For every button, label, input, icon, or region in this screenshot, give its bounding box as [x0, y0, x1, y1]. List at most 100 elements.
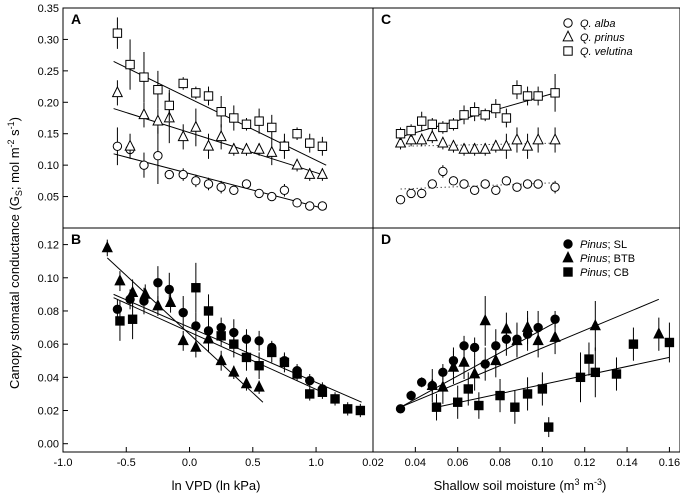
- y-tick-label: 0.06: [38, 339, 59, 351]
- legend-label: Q. prinus: [580, 32, 625, 44]
- data-point: [522, 389, 533, 399]
- data-point: [511, 133, 523, 145]
- data-point: [153, 85, 163, 95]
- data-point: [229, 185, 239, 195]
- data-point: [533, 179, 543, 189]
- legend-label: Q. velutina: [580, 46, 633, 58]
- data-point: [190, 120, 202, 132]
- data-point: [395, 129, 406, 139]
- plotted-data: [101, 17, 675, 438]
- data-point: [416, 133, 428, 145]
- data-point: [203, 179, 214, 189]
- panel-frames: [62, 7, 680, 453]
- data-point: [437, 136, 449, 148]
- data-point: [241, 179, 252, 189]
- data-point: [406, 125, 416, 136]
- data-point: [241, 119, 252, 129]
- y-tick-label: 0.25: [38, 66, 59, 78]
- data-point: [438, 122, 448, 133]
- data-point: [305, 389, 315, 399]
- data-point: [468, 367, 481, 379]
- data-point: [469, 107, 480, 117]
- panel-b: [101, 239, 366, 418]
- data-point: [292, 369, 302, 379]
- tick-labels: 0.35 0.30 0.25 0.20 0.15 0.10 0.05 0.12 0.10 0.08…: [38, 3, 680, 469]
- data-point: [203, 91, 214, 101]
- data-point: [124, 139, 136, 151]
- panel-letters: A C B D: [71, 11, 391, 247]
- data-point: [491, 103, 501, 114]
- data-point: [254, 361, 264, 371]
- data-point: [590, 367, 601, 378]
- data-point: [111, 85, 124, 98]
- data-point: [452, 397, 463, 407]
- legend-marker: [563, 239, 573, 249]
- data-point: [317, 387, 328, 397]
- data-point: [112, 28, 123, 38]
- data-point: [495, 390, 505, 401]
- data-point: [532, 133, 544, 145]
- data-point: [178, 307, 188, 318]
- data-point: [438, 166, 448, 177]
- y-tick-label: 0.02: [38, 406, 59, 418]
- data-point: [202, 139, 215, 151]
- data-point: [115, 316, 125, 326]
- outer-frame: [62, 7, 680, 453]
- data-point: [267, 122, 277, 133]
- data-point: [512, 85, 522, 95]
- data-point: [342, 404, 353, 414]
- fit-line: [106, 257, 264, 403]
- data-point: [153, 151, 163, 161]
- series-pinus-btb: [400, 296, 665, 408]
- y-tick-label: 0.10: [38, 160, 59, 172]
- data-point: [447, 360, 460, 372]
- data-point: [203, 306, 214, 316]
- data-point: [139, 160, 149, 170]
- data-point: [240, 142, 253, 154]
- x-tick-label: 0.0: [182, 457, 197, 469]
- data-point: [164, 284, 174, 295]
- data-point: [480, 359, 490, 369]
- data-point: [191, 176, 201, 186]
- y-tick-label: 0.04: [38, 372, 59, 384]
- data-point: [291, 158, 303, 170]
- data-point: [521, 320, 534, 332]
- data-point: [138, 107, 150, 120]
- data-point: [101, 240, 113, 253]
- legend-marker: [563, 18, 573, 28]
- data-point: [480, 179, 490, 189]
- data-point: [521, 139, 534, 151]
- x-tick-label: 1.0: [308, 457, 323, 469]
- data-point: [510, 402, 520, 412]
- data-point: [584, 354, 594, 364]
- data-point: [164, 100, 174, 111]
- y-tick-label: 0.05: [38, 192, 59, 204]
- data-point: [164, 295, 177, 307]
- data-point: [522, 179, 533, 189]
- data-point: [253, 380, 265, 392]
- x-tick-label: -1.0: [54, 457, 73, 469]
- data-point: [153, 278, 163, 288]
- data-point: [254, 188, 264, 199]
- data-point: [114, 274, 126, 286]
- data-point: [549, 330, 561, 342]
- data-point: [437, 380, 449, 392]
- series-q-alba: [395, 165, 560, 205]
- data-point: [628, 339, 639, 349]
- legend-marker: [562, 30, 574, 42]
- x-tick-label: 0.02: [362, 457, 383, 469]
- data-point: [394, 136, 407, 148]
- data-point: [653, 327, 665, 339]
- fit-line: [436, 356, 670, 408]
- data-point: [406, 188, 416, 199]
- data-point: [448, 119, 459, 129]
- data-point: [426, 378, 438, 390]
- data-point: [544, 422, 554, 432]
- x-tick-label: 0.5: [245, 457, 260, 469]
- data-point: [474, 400, 484, 411]
- data-point: [664, 337, 675, 348]
- legend-panel-d: Pinus; SL Pinus; BTB Pinus; CB: [562, 239, 635, 279]
- data-point: [611, 369, 622, 379]
- data-point: [549, 133, 561, 145]
